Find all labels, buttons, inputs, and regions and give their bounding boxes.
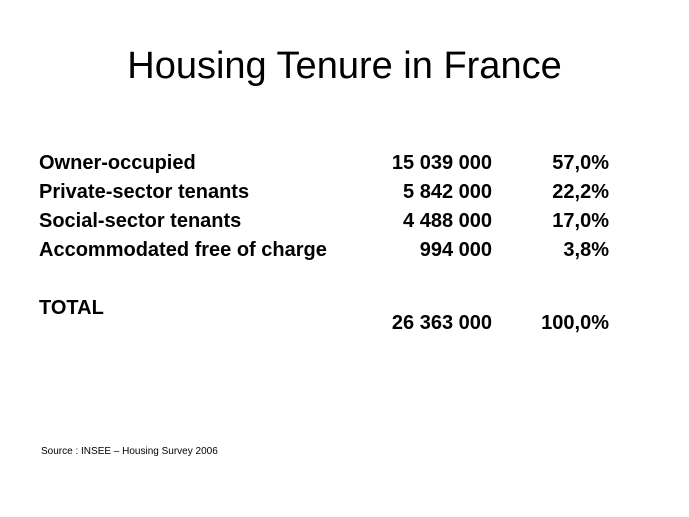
table-row: Accommodated free of charge 994 000 3,8% (0, 236, 689, 265)
slide-title: Housing Tenure in France (127, 45, 562, 87)
tenure-table: Owner-occupied 15 039 000 57,0% Private-… (0, 149, 689, 265)
source-note: Source : INSEE – Housing Survey 2006 (41, 446, 218, 457)
household-count: 994 000 (419, 239, 492, 261)
total-share: 100,0% (541, 312, 609, 334)
share-percent: 17,0% (552, 210, 609, 232)
household-count: 4 488 000 (403, 210, 492, 232)
household-count: 15 039 000 (391, 152, 492, 174)
total-row: TOTAL 26 363 000 100,0% (0, 294, 689, 354)
table-row: Private-sector tenants 5 842 000 22,2% (0, 178, 689, 207)
tenure-label: Accommodated free of charge (39, 239, 327, 261)
tenure-label: Social-sector tenants (39, 210, 242, 232)
share-percent: 22,2% (552, 181, 609, 203)
household-count: 5 842 000 (403, 181, 492, 203)
total-label: TOTAL (39, 297, 104, 319)
total-count: 26 363 000 (391, 312, 492, 334)
tenure-label: Private-sector tenants (39, 181, 250, 203)
table-row: Social-sector tenants 4 488 000 17,0% (0, 207, 689, 236)
share-percent: 3,8% (563, 239, 609, 261)
share-percent: 57,0% (552, 152, 609, 174)
table-row: Owner-occupied 15 039 000 57,0% (0, 149, 689, 178)
tenure-label: Owner-occupied (39, 152, 196, 174)
